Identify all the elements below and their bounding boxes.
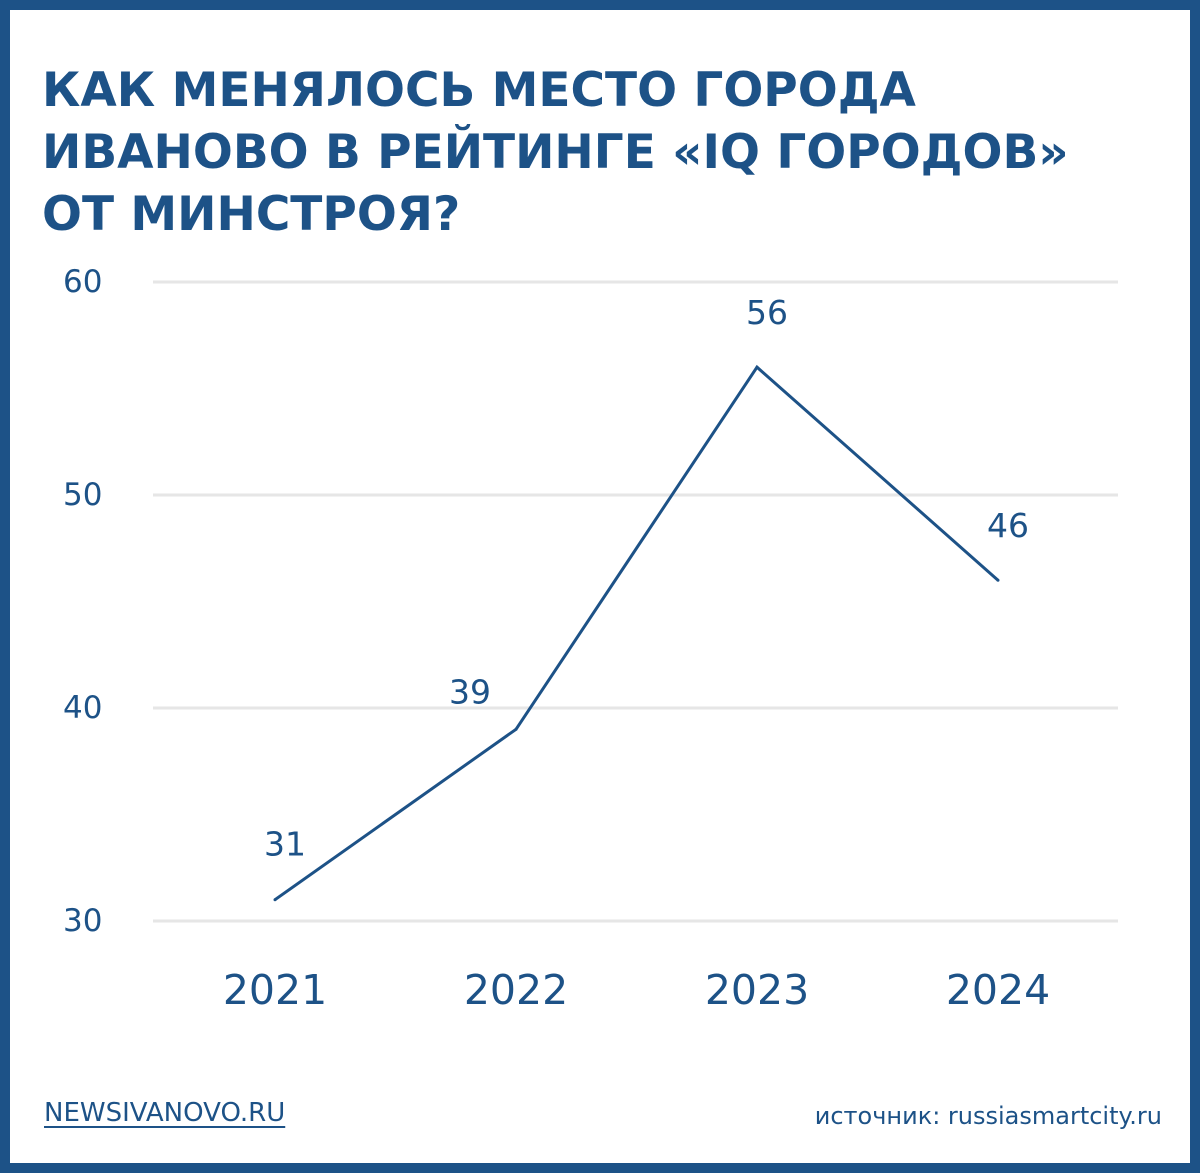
data-point <box>755 365 759 369</box>
site-link[interactable]: NEWSIVANOVO.RU <box>44 1098 286 1128</box>
data-labels: 31 39 56 46 <box>264 293 1029 864</box>
title-line-3: ОТ МИНСТРОЯ? <box>42 187 461 242</box>
x-axis-ticks: 2021 2022 2023 2024 <box>223 966 1050 1014</box>
y-tick-label: 40 <box>63 690 102 726</box>
data-point <box>273 898 277 902</box>
title-line-2: ИВАНОВО В РЕЙТИНГЕ «IQ ГОРОДОВ» <box>42 125 1069 180</box>
data-point <box>996 578 1000 582</box>
data-label: 56 <box>746 293 788 332</box>
chart-title: КАК МЕНЯЛОСЬ МЕСТО ГОРОДА ИВАНОВО В РЕЙТ… <box>42 60 1172 246</box>
grid-lines <box>153 280 1118 923</box>
series-layer <box>273 364 1000 902</box>
data-label: 39 <box>449 672 491 711</box>
y-tick-label: 30 <box>63 903 102 939</box>
data-point <box>514 727 518 731</box>
x-tick-label: 2022 <box>464 966 568 1014</box>
title-line-1: КАК МЕНЯЛОСЬ МЕСТО ГОРОДА <box>42 63 916 118</box>
y-tick-label: 50 <box>63 477 102 513</box>
series-line <box>274 364 999 901</box>
x-tick-label: 2023 <box>705 966 809 1014</box>
y-axis-ticks: 30 40 50 60 <box>63 264 102 939</box>
x-tick-label: 2024 <box>946 966 1050 1014</box>
y-tick-label: 60 <box>63 264 102 300</box>
source-text: источник: russiasmartcity.ru <box>814 1102 1162 1130</box>
data-label: 31 <box>264 825 306 864</box>
data-label: 46 <box>987 506 1029 545</box>
x-tick-label: 2021 <box>223 966 327 1014</box>
